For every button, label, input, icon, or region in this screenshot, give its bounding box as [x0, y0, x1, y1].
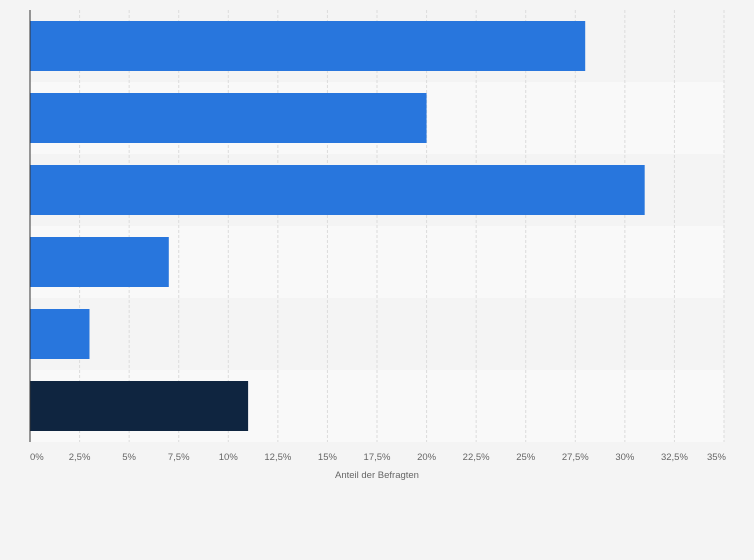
bar [30, 21, 586, 71]
x-tick-label: 35% [707, 452, 727, 463]
bar [30, 381, 249, 431]
x-tick-label: 0% [30, 452, 44, 463]
x-tick-labels: 0% 2,5% 5% 7,5% 10% 12,5% 15% 17,5% 20% 22,5% 25% 2… [30, 452, 727, 463]
x-axis-title: Anteil der Befragten [335, 470, 419, 481]
x-tick-label: 12,5% [264, 452, 291, 463]
category-band [30, 298, 724, 370]
x-tick-label: 17,5% [364, 452, 391, 463]
x-tick-label: 32,5% [661, 452, 688, 463]
x-tick-label: 22,5% [463, 452, 490, 463]
bar [30, 165, 645, 215]
gridlines [79, 10, 725, 442]
x-tick-label: 10% [219, 452, 239, 463]
x-tick-label: 7,5% [168, 452, 190, 463]
x-tick-label: 20% [417, 452, 437, 463]
x-tick-label: 25% [516, 452, 536, 463]
x-tick-label: 5% [122, 452, 136, 463]
bar [30, 237, 169, 287]
x-tick-label: 27,5% [562, 452, 589, 463]
x-tick-label: 2,5% [69, 452, 91, 463]
x-tick-label: 30% [615, 452, 635, 463]
bars [30, 21, 645, 431]
bar [30, 93, 427, 143]
x-tick-label: 15% [318, 452, 338, 463]
bar [30, 309, 90, 359]
